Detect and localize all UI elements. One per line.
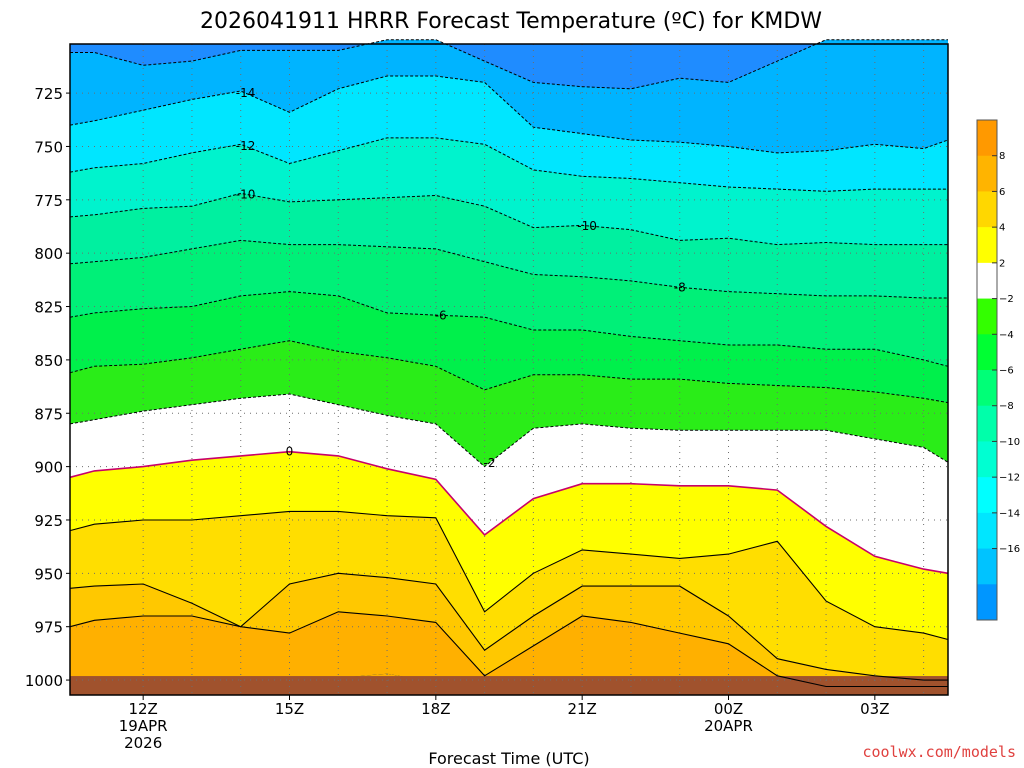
- x-tick-label: 18Z: [421, 700, 450, 718]
- chart-title: 2026041911 HRRR Forecast Temperature (ºC…: [200, 9, 822, 34]
- x-axis-label: Forecast Time (UTC): [428, 749, 589, 768]
- isotherm-line: [69, 192, 948, 246]
- y-tick-label: 925: [34, 512, 63, 530]
- y-tick-label: 875: [34, 405, 63, 423]
- x-tick-label: 20APR: [704, 717, 753, 735]
- colorbar-label: −8: [999, 401, 1014, 412]
- band--4_-2: [70, 340, 948, 467]
- y-tick-label: 800: [34, 245, 63, 263]
- colorbar-label: −10: [999, 437, 1020, 448]
- band-above_8: [70, 611, 948, 687]
- colorbar-swatch: [977, 370, 997, 407]
- colorbar-label: −14: [999, 508, 1020, 519]
- isotherm-label: -14: [236, 86, 256, 100]
- x-tick-label: 19APR: [119, 717, 168, 735]
- isotherm-line: [69, 510, 949, 641]
- isotherm-label: -10: [577, 219, 597, 233]
- isotherm-label: -10: [236, 187, 256, 201]
- ground-layer: [70, 676, 948, 695]
- isotherm-label: -12: [236, 139, 256, 153]
- colorbar-label: −2: [999, 294, 1014, 305]
- x-tick-label: 15Z: [275, 700, 304, 718]
- y-tick-label: 950: [34, 565, 63, 583]
- y-tick-label: 1000: [25, 672, 63, 690]
- isotherm-line: [69, 75, 949, 154]
- band--8_-6: [70, 240, 948, 367]
- band--10_-8: [70, 193, 948, 298]
- colorbar-label: 2: [999, 258, 1005, 269]
- plot-area: -14 -12 -10 -10 -8 -6 0 -2: [69, 39, 949, 695]
- isotherm-line: [69, 137, 948, 192]
- colorbar-swatch: [977, 120, 997, 157]
- colorbar-label: 4: [999, 223, 1005, 234]
- colorbar-label: 6: [999, 187, 1005, 198]
- colorbar-swatch: [977, 548, 997, 585]
- y-tick-label: 725: [34, 85, 63, 103]
- colorbar-swatch: [977, 227, 997, 264]
- isotherm-line: [69, 291, 949, 367]
- band--14_-12: [70, 76, 948, 192]
- colorbar-label: −12: [999, 473, 1020, 484]
- isotherm-line: [69, 572, 948, 681]
- isotherm-label: 0: [286, 445, 294, 459]
- colorbar-label: −6: [999, 366, 1014, 377]
- y-tick-label: 750: [34, 138, 63, 156]
- y-tick-label: 825: [34, 299, 63, 317]
- colorbar-swatch: [977, 441, 997, 478]
- colorbar-swatch: [977, 477, 997, 514]
- isotherm-label: -8: [674, 280, 686, 294]
- isotherm-line: [69, 611, 948, 688]
- isotherm-line: [69, 393, 949, 468]
- y-tick-label: 775: [34, 192, 63, 210]
- x-tick-label: 21Z: [567, 700, 596, 718]
- x-tick-label: 00Z: [714, 700, 743, 718]
- colorbar-swatch: [977, 191, 997, 228]
- colorbar-swatch: [977, 405, 997, 442]
- credit-text: coolwx.com/models: [862, 743, 1016, 761]
- x-tick-label: 12Z: [128, 700, 157, 718]
- colorbar: 8 6 4 2 −2 −4 −6 −8 −10 −12 −14 −16: [976, 119, 1020, 621]
- colorbar-swatch: [977, 298, 997, 335]
- isotherm-line: [69, 340, 949, 404]
- x-tick-label: 2026: [124, 734, 162, 752]
- colorbar-swatch: [977, 334, 997, 371]
- colorbar-label: 8: [999, 151, 1005, 162]
- colorbar-label: −16: [999, 544, 1020, 555]
- band-2_4: [70, 451, 948, 640]
- y-tick-label: 975: [34, 619, 63, 637]
- y-tick-label: 900: [34, 459, 63, 477]
- band-4_6: [70, 511, 948, 681]
- colorbar-swatch: [977, 512, 997, 550]
- colorbar-swatch: [977, 155, 997, 192]
- isotherm-label: -6: [435, 308, 447, 322]
- band--2_2: [70, 394, 948, 574]
- band-6_8: [70, 573, 948, 687]
- colorbar-label: −4: [999, 330, 1014, 341]
- colorbar-swatch: [977, 584, 997, 621]
- colorbar-swatch: [977, 262, 997, 300]
- isotherm-label: -2: [484, 456, 496, 470]
- isotherm-line: [69, 450, 949, 575]
- x-tick-label: 03Z: [860, 700, 889, 718]
- y-tick-label: 850: [34, 352, 63, 370]
- plot-frame: [69, 43, 949, 696]
- isotherm-line: [69, 239, 948, 299]
- axes: 725 750 775 800 825 850 875 900 925 950 975 1000 12Z…: [25, 43, 949, 752]
